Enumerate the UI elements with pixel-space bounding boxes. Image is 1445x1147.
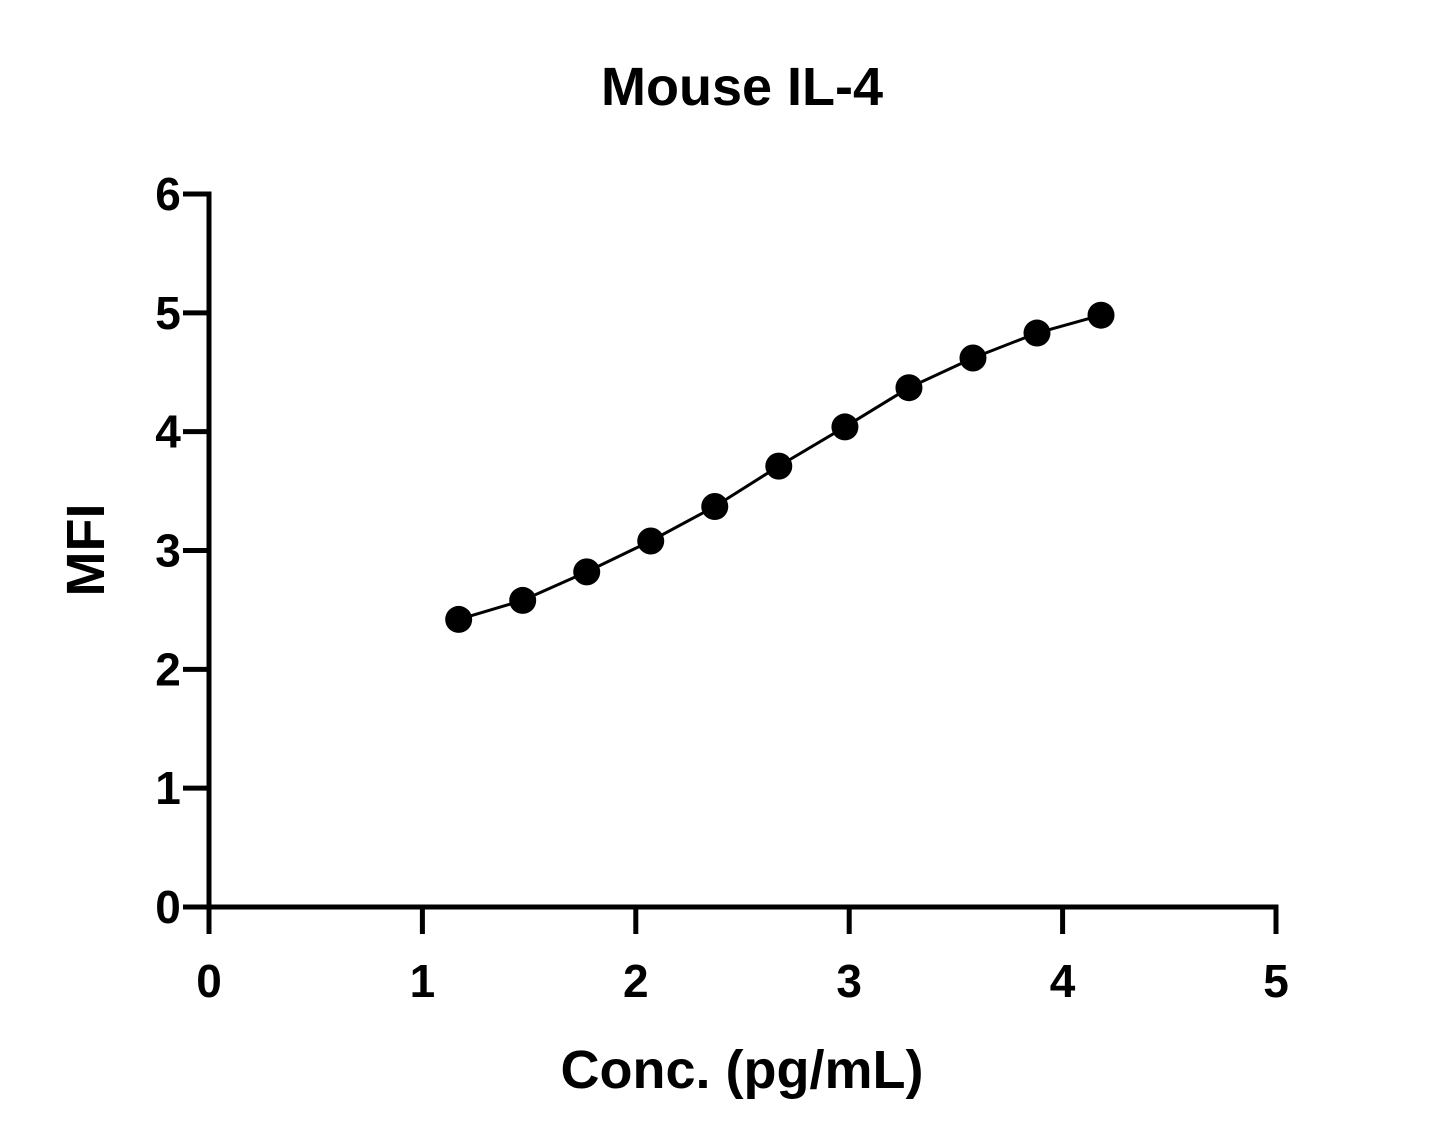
data-point-10	[1087, 301, 1115, 329]
x-tick-label-1: 1	[410, 955, 436, 1007]
x-tick-label-0: 0	[196, 955, 222, 1007]
y-tick-label-4: 4	[155, 406, 181, 458]
data-point-3	[637, 527, 665, 555]
data-point-4	[701, 493, 729, 521]
y-tick-label-6: 6	[155, 168, 181, 220]
y-tick-label-1: 1	[155, 762, 181, 814]
ticks: 0 1 2 3 4 5 6 0 1 2 3 4 5	[155, 168, 1289, 1007]
data-point-9	[1023, 319, 1051, 347]
axes	[206, 191, 1279, 910]
x-axis-title: Conc. (pg/mL)	[561, 1040, 924, 1100]
data-point-7	[895, 374, 923, 402]
data-point-1	[509, 586, 537, 614]
y-tick-label-0: 0	[155, 881, 181, 933]
series	[445, 301, 1115, 633]
y-axis-title: MFI	[56, 504, 116, 597]
x-tick-label-5: 5	[1263, 955, 1289, 1007]
chart-title: Mouse IL-4	[601, 57, 883, 117]
data-point-2	[573, 558, 601, 586]
y-tick-label-3: 3	[155, 525, 181, 577]
x-tick-label-3: 3	[836, 955, 862, 1007]
x-tick-label-2: 2	[623, 955, 649, 1007]
x-tick-label-4: 4	[1050, 955, 1076, 1007]
y-tick-label-5: 5	[155, 287, 181, 339]
data-point-8	[959, 344, 987, 372]
data-point-6	[831, 413, 859, 441]
data-point-5	[765, 452, 793, 480]
y-tick-label-2: 2	[155, 643, 181, 695]
data-point-0	[445, 605, 473, 633]
